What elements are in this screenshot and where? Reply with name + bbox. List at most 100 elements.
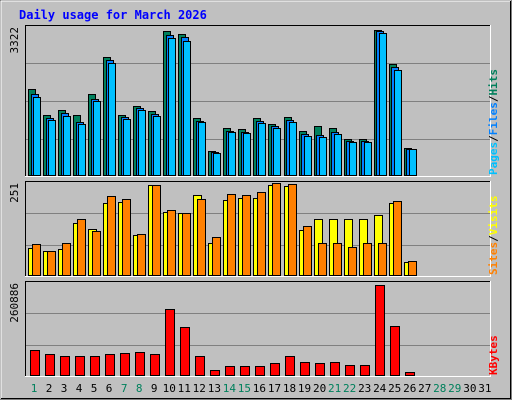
bar-kbytes-day-6 xyxy=(105,354,115,376)
bar-kbytes-day-20 xyxy=(315,363,325,376)
series-label-kbytes: KBytes xyxy=(487,335,500,375)
series-label-separator: / xyxy=(487,135,500,142)
bar-sites-day-24 xyxy=(378,243,387,276)
bar-kbytes-day-1 xyxy=(30,350,40,376)
bar-pages-day-11 xyxy=(183,41,191,176)
bar-pages-day-25 xyxy=(394,70,402,176)
bar-pages-day-12 xyxy=(198,122,206,176)
bar-sites-day-8 xyxy=(137,234,146,276)
bar-sites-day-14 xyxy=(227,194,236,276)
bar-pages-day-21 xyxy=(334,134,342,176)
bar-sites-day-7 xyxy=(122,199,131,276)
bar-kbytes-day-18 xyxy=(285,356,295,376)
bar-sites-day-22 xyxy=(348,247,357,276)
bar-kbytes-day-22 xyxy=(345,365,355,376)
bar-sites-day-4 xyxy=(77,219,86,276)
bar-kbytes-day-11 xyxy=(180,327,190,376)
x-tick-label-7: 7 xyxy=(121,382,128,395)
bar-pages-day-18 xyxy=(289,122,297,176)
bar-sites-day-10 xyxy=(167,210,176,276)
x-tick-label-27: 27 xyxy=(418,382,431,395)
series-label-pages: Pages xyxy=(487,142,500,175)
x-tick-label-10: 10 xyxy=(163,382,176,395)
bar-sites-day-5 xyxy=(92,231,101,276)
bar-pages-day-4 xyxy=(78,124,86,176)
bar-sites-day-1 xyxy=(32,244,41,276)
x-tick-label-3: 3 xyxy=(61,382,68,395)
x-tick-label-4: 4 xyxy=(76,382,83,395)
panel-max-label: 251 xyxy=(8,183,21,203)
bar-pages-day-1 xyxy=(33,97,41,176)
x-tick-label-29: 29 xyxy=(448,382,461,395)
panel-kbytes: 260886 KBytes xyxy=(8,281,500,377)
x-tick-label-28: 28 xyxy=(433,382,446,395)
bar-pages-day-15 xyxy=(243,133,251,176)
x-tick-label-15: 15 xyxy=(238,382,251,395)
bar-sites-day-20 xyxy=(318,243,327,276)
bar-pages-day-9 xyxy=(153,116,161,176)
panel-series-labels: Pages/Files/Hits xyxy=(487,69,500,175)
x-tick-label-1: 1 xyxy=(31,382,38,395)
bar-pages-day-6 xyxy=(108,63,116,176)
bar-sites-day-17 xyxy=(272,183,281,276)
x-tick-label-26: 26 xyxy=(403,382,416,395)
bar-kbytes-day-17 xyxy=(270,363,280,376)
bar-sites-day-3 xyxy=(62,243,71,276)
bar-pages-day-24 xyxy=(379,33,387,176)
bar-kbytes-day-26 xyxy=(405,372,415,376)
x-tick-label-12: 12 xyxy=(193,382,206,395)
bar-pages-day-17 xyxy=(273,128,281,176)
bar-kbytes-day-25 xyxy=(390,326,400,376)
bar-pages-day-7 xyxy=(123,119,131,176)
x-tick-label-30: 30 xyxy=(463,382,476,395)
bar-kbytes-day-14 xyxy=(225,366,235,376)
x-tick-label-16: 16 xyxy=(253,382,266,395)
chart-panels: 3322Pages/Files/Hits251Sites/Visits26088… xyxy=(8,25,500,377)
x-tick-label-20: 20 xyxy=(313,382,326,395)
series-label-files: Files xyxy=(487,102,500,135)
panel-background xyxy=(25,281,491,377)
x-axis: 1 2 3 4 5 6 7 8 9 10 11 12 13 14 15 16 17 18 19 20 21 22 23 24 2… xyxy=(31,382,492,395)
bar-kbytes-day-19 xyxy=(300,362,310,376)
x-tick-label-11: 11 xyxy=(178,382,191,395)
x-tick-label-14: 14 xyxy=(223,382,237,395)
bar-pages-day-13 xyxy=(213,153,221,176)
series-label-hits: Hits xyxy=(487,69,500,96)
x-tick-label-13: 13 xyxy=(208,382,221,395)
bar-kbytes-day-10 xyxy=(165,309,175,376)
bar-kbytes-day-4 xyxy=(75,356,85,376)
bar-sites-day-12 xyxy=(197,199,206,276)
bar-kbytes-day-3 xyxy=(60,356,70,376)
panel-max-label: 3322 xyxy=(8,27,21,54)
bar-pages-day-2 xyxy=(48,120,56,176)
series-label-sites: Sites xyxy=(487,242,500,275)
x-tick-label-2: 2 xyxy=(46,382,53,395)
x-tick-label-17: 17 xyxy=(268,382,281,395)
bar-pages-day-23 xyxy=(364,142,372,176)
series-label-visits: Visits xyxy=(487,196,500,236)
bar-pages-day-5 xyxy=(93,101,101,176)
x-tick-label-21: 21 xyxy=(328,382,341,395)
panel-series-labels: KBytes xyxy=(487,335,500,375)
chart-title: Daily usage for March 2026 xyxy=(19,8,207,22)
bar-kbytes-day-9 xyxy=(150,354,160,376)
bar-kbytes-day-23 xyxy=(360,365,370,376)
bar-kbytes-day-2 xyxy=(45,354,55,376)
bar-kbytes-day-16 xyxy=(255,366,265,376)
bar-sites-day-23 xyxy=(363,243,372,276)
bar-sites-day-18 xyxy=(288,184,297,276)
bar-kbytes-day-13 xyxy=(210,370,220,376)
bar-kbytes-day-8 xyxy=(135,352,145,376)
bar-sites-day-26 xyxy=(408,261,417,276)
bar-sites-day-19 xyxy=(303,226,312,276)
x-tick-label-19: 19 xyxy=(298,382,311,395)
bar-kbytes-day-24 xyxy=(375,285,385,376)
bar-sites-day-13 xyxy=(212,237,221,276)
bar-sites-day-21 xyxy=(333,243,342,276)
bar-kbytes-day-12 xyxy=(195,356,205,376)
bar-kbytes-day-15 xyxy=(240,366,250,376)
x-tick-label-25: 25 xyxy=(388,382,401,395)
bar-sites-day-9 xyxy=(152,185,161,276)
